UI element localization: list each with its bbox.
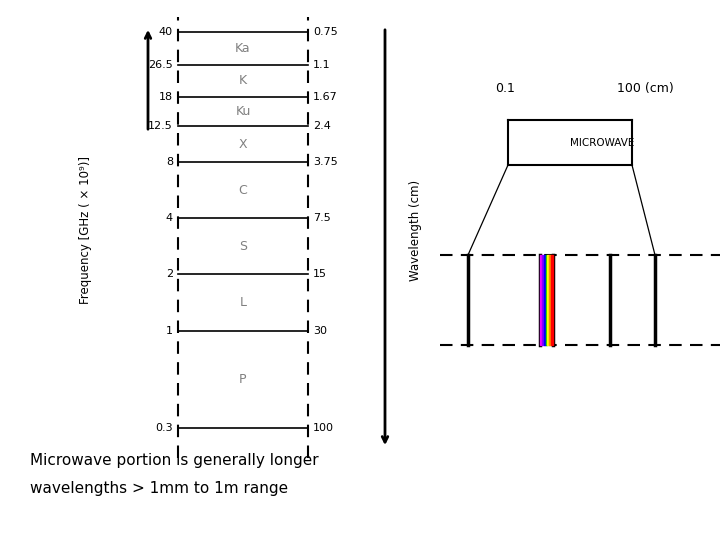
Text: 26.5: 26.5 <box>148 60 173 70</box>
Bar <box>547 255 549 345</box>
Bar <box>544 255 546 345</box>
Text: wavelengths > 1mm to 1m range: wavelengths > 1mm to 1m range <box>30 481 288 496</box>
Text: 1.1: 1.1 <box>313 60 330 70</box>
Text: MICROWAVE: MICROWAVE <box>570 138 634 147</box>
Text: 18: 18 <box>159 92 173 102</box>
Text: Ka: Ka <box>235 42 251 55</box>
Text: 12.5: 12.5 <box>148 121 173 131</box>
Text: 15: 15 <box>313 269 327 280</box>
Text: L: L <box>240 296 246 309</box>
Text: 40: 40 <box>159 27 173 37</box>
Text: 1.67: 1.67 <box>313 92 338 102</box>
Text: 100 (cm): 100 (cm) <box>616 82 673 95</box>
Text: 8: 8 <box>166 157 173 167</box>
Text: 2: 2 <box>166 269 173 280</box>
Bar <box>551 255 553 345</box>
Text: Ku: Ku <box>235 105 251 118</box>
Bar <box>542 255 544 345</box>
Bar <box>549 255 551 345</box>
Text: S: S <box>239 240 247 253</box>
Text: C: C <box>238 184 248 197</box>
Text: 30: 30 <box>313 326 327 335</box>
Text: Wavelength (cm): Wavelength (cm) <box>408 179 421 281</box>
Text: X: X <box>239 138 247 151</box>
Text: 1: 1 <box>166 326 173 335</box>
Text: 2.4: 2.4 <box>313 121 331 131</box>
Text: 0.75: 0.75 <box>313 27 338 37</box>
Text: 0.3: 0.3 <box>156 423 173 433</box>
Text: Microwave portion is generally longer: Microwave portion is generally longer <box>30 453 319 468</box>
Text: 7.5: 7.5 <box>313 213 330 224</box>
Text: K: K <box>239 75 247 87</box>
Text: P: P <box>239 373 247 386</box>
Bar <box>540 255 542 345</box>
Text: 3.75: 3.75 <box>313 157 338 167</box>
Text: 4: 4 <box>166 213 173 224</box>
Text: Frequency [GHz ( × 10⁹)]: Frequency [GHz ( × 10⁹)] <box>78 156 91 304</box>
Text: 0.1: 0.1 <box>495 82 515 95</box>
Bar <box>546 255 547 345</box>
Text: 100: 100 <box>313 423 334 433</box>
